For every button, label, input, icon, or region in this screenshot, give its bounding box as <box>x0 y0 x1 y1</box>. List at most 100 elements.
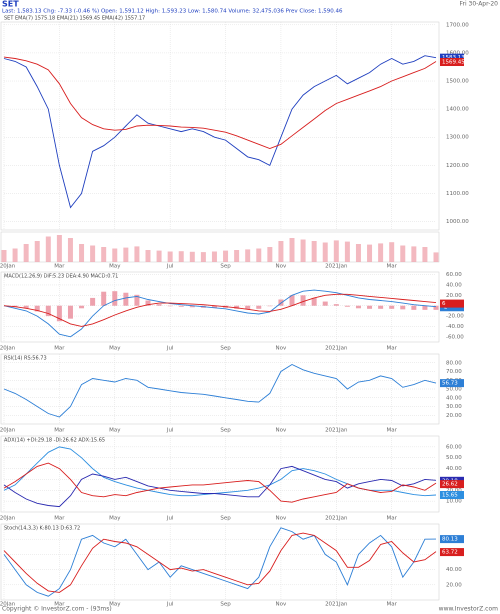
y-tick-label: 1000.00 <box>446 219 469 225</box>
y-tick-label: -40.00 <box>446 324 464 330</box>
x-tick-label: Mar <box>386 516 397 522</box>
panel-title: MACD(12,26,9) DIF:5.23 DEA:4.90 MACD:0.7… <box>4 274 118 280</box>
bar <box>134 246 140 262</box>
panel-frame <box>0 523 440 601</box>
x-tick-label: Jul <box>166 428 174 434</box>
bar <box>189 305 195 308</box>
last-value-label: 56.73 <box>442 381 458 387</box>
bar <box>300 239 306 262</box>
x-tick-label: Jul <box>166 264 174 270</box>
panel-title: SET EMA(7) 1575.18 EMA(21) 1569.45 EMA(4… <box>4 16 145 22</box>
x-tick-label: 2020Jan <box>0 516 16 522</box>
bar <box>123 292 129 306</box>
x-tick-label: May <box>109 428 121 434</box>
bar <box>311 241 317 262</box>
y-tick-label: 1100.00 <box>446 191 469 197</box>
x-tick-label: Mar <box>386 602 397 608</box>
bar <box>400 305 406 310</box>
x-tick-label: 2021Jan <box>325 602 348 608</box>
y-tick-label: 40.00 <box>446 395 462 401</box>
bar <box>34 241 40 262</box>
quote: Last: 1,583.13 Chg: -7.33 (-0.46 %) Open… <box>2 9 343 15</box>
date: Fri 30-Apr-20 <box>459 1 498 8</box>
y-tick-label: 70.00 <box>446 369 462 375</box>
x-tick-label: Nov <box>276 516 287 522</box>
bar <box>67 305 73 319</box>
x-tick-label: Nov <box>276 264 287 270</box>
series-line <box>3 289 437 338</box>
bar <box>56 235 62 262</box>
x-tick-label: 2021Jan <box>325 264 348 270</box>
y-tick-label: 1600.00 <box>446 50 469 56</box>
x-tick-label: Sep <box>220 264 231 270</box>
bar <box>56 305 62 322</box>
x-tick-label: Mar <box>54 428 65 434</box>
bar <box>178 305 184 307</box>
bar <box>211 251 217 262</box>
bar <box>300 295 306 306</box>
bar <box>234 250 240 262</box>
panel-frame <box>0 271 440 343</box>
x-tick-label: Jul <box>166 516 174 522</box>
bar <box>355 244 361 262</box>
bar <box>112 248 118 262</box>
bar <box>45 236 51 262</box>
bar <box>79 244 85 262</box>
bar <box>23 244 29 262</box>
bar <box>12 248 18 262</box>
bar <box>311 297 317 306</box>
bar <box>355 305 361 309</box>
x-tick-label: 2021Jan <box>325 346 348 352</box>
bar <box>322 242 328 262</box>
bar <box>23 305 29 309</box>
x-tick-label: Sep <box>220 602 231 608</box>
x-tick-label: Mar <box>54 602 65 608</box>
x-tick-label: Sep <box>220 516 231 522</box>
y-tick-label: 1300.00 <box>446 135 469 141</box>
panel-frame <box>0 353 440 425</box>
bar <box>145 300 151 306</box>
last-value-badge <box>440 535 464 544</box>
last-value-label: 15.65 <box>442 493 458 499</box>
bar <box>422 247 428 262</box>
last-value-badge <box>440 53 464 62</box>
bar <box>134 294 140 306</box>
bar <box>45 305 51 317</box>
y-tick-label: 20.00 <box>446 413 462 419</box>
bar <box>344 241 350 262</box>
bar <box>378 243 384 262</box>
bar <box>367 244 373 262</box>
bar <box>289 238 295 262</box>
bar <box>112 291 118 306</box>
bar <box>322 301 328 306</box>
last-value-label: 26.62 <box>442 482 458 488</box>
bar <box>90 245 96 262</box>
bar <box>245 249 251 262</box>
bar <box>1 250 7 262</box>
x-tick-label: 2020Jan <box>0 602 16 608</box>
y-tick-label: 60.00 <box>446 444 462 450</box>
bar <box>433 305 439 310</box>
bar <box>101 247 107 262</box>
last-value-label: 80.13 <box>442 537 458 543</box>
last-value-label: 1569.45 <box>442 60 465 66</box>
panel-frame <box>0 231 440 263</box>
bar <box>256 305 262 309</box>
series-line <box>3 527 437 597</box>
bar <box>422 305 428 310</box>
series-line <box>3 462 437 503</box>
series-line <box>3 532 437 593</box>
x-tick-label: Sep <box>220 428 231 434</box>
last-value-badge <box>440 480 464 489</box>
last-value-badge <box>440 58 464 67</box>
x-tick-label: May <box>109 516 121 522</box>
y-tick-label: 1700.00 <box>446 22 469 28</box>
series-line <box>3 56 437 149</box>
series-line <box>3 293 437 327</box>
y-tick-label: 40.00 <box>446 466 462 472</box>
series-line <box>3 55 437 209</box>
bar <box>178 251 184 262</box>
x-tick-label: Mar <box>386 346 397 352</box>
bar <box>90 297 96 306</box>
